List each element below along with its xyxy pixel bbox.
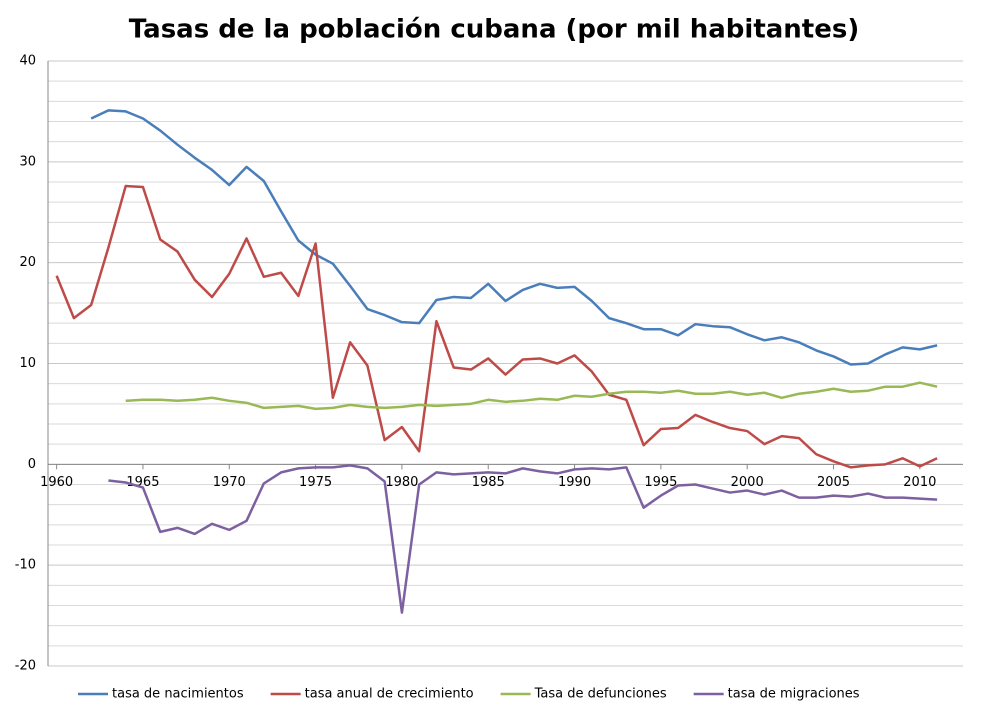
- x-tick-label: 1980: [385, 475, 418, 490]
- series-line: [125, 381, 938, 411]
- series-line: [55, 184, 938, 469]
- x-tick-label: 1995: [644, 475, 677, 490]
- chart-title: Tasas de la población cubana (por mil ha…: [129, 15, 859, 45]
- x-tick-label: 2000: [731, 475, 764, 490]
- y-tick-label: 40: [19, 54, 36, 69]
- x-tick-label: 1975: [299, 475, 332, 490]
- x-tick-label: 1970: [213, 475, 246, 490]
- legend-label: tasa de nacimientos: [112, 687, 244, 702]
- y-tick-label: 20: [19, 255, 36, 270]
- y-tick-label: -10: [15, 558, 36, 573]
- y-tick-label: 0: [28, 457, 36, 472]
- legend-label: Tasa de defunciones: [534, 687, 667, 702]
- x-tick-label: 2010: [903, 475, 936, 490]
- x-tick-label: 1960: [40, 475, 73, 490]
- legend-label: tasa anual de crecimiento: [305, 687, 474, 702]
- y-tick-label: -20: [15, 659, 36, 674]
- series-line: [108, 464, 938, 614]
- series-line: [90, 109, 938, 366]
- legend-label: tasa de migraciones: [728, 687, 860, 702]
- x-tick-label: 1985: [472, 475, 505, 490]
- x-tick-label: 2005: [817, 475, 850, 490]
- x-tick-label: 1990: [558, 475, 591, 490]
- y-tick-label: 10: [19, 356, 36, 371]
- y-tick-label: 30: [19, 154, 36, 169]
